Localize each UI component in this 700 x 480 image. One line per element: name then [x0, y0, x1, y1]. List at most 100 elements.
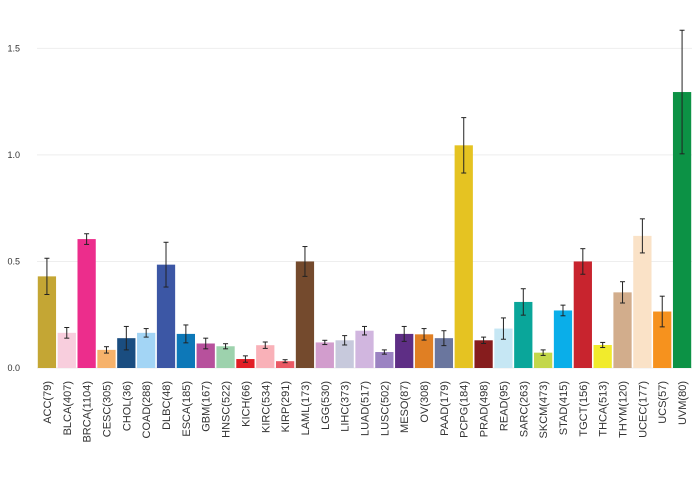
bar	[514, 301, 533, 368]
bar	[236, 359, 255, 368]
error-bar	[620, 281, 626, 304]
bars	[37, 92, 692, 369]
x-tick-label: CESC(305)	[101, 381, 113, 437]
error-bar	[362, 325, 367, 336]
error-bar	[123, 325, 129, 351]
x-tick-label: STAD(415)	[558, 381, 570, 435]
bar	[395, 333, 414, 368]
x-tick-label: KICH(66)	[240, 381, 252, 427]
x-tick-label: ESCA(185)	[181, 381, 193, 437]
x-tick-label: ACC(79)	[42, 381, 54, 424]
x-tick-label: PAAD(179)	[439, 381, 451, 436]
bar	[216, 346, 235, 368]
error-bar	[44, 257, 50, 295]
bar	[613, 292, 632, 368]
x-tick-label: READ(95)	[498, 381, 510, 431]
bar	[57, 332, 76, 368]
error-bar	[163, 241, 169, 288]
x-tick-label: TGCT(156)	[578, 381, 590, 437]
x-tick-label: BLCA(407)	[62, 381, 74, 435]
x-tick-label: BRCA(1104)	[82, 381, 94, 443]
bar	[474, 340, 493, 368]
bar	[176, 333, 195, 368]
error-bar	[481, 336, 487, 344]
bar	[573, 261, 592, 368]
bar	[633, 235, 652, 368]
error-bar	[679, 29, 685, 155]
bar	[137, 332, 156, 368]
bar	[117, 338, 136, 368]
error-bar	[580, 248, 586, 275]
bar	[335, 340, 354, 368]
x-tick-label: HNSC(522)	[221, 381, 233, 438]
x-tick-label: LUSC(502)	[379, 381, 391, 436]
error-bar	[381, 349, 387, 355]
gridlines	[37, 47, 692, 369]
bar	[77, 239, 96, 368]
bar	[295, 261, 315, 368]
x-tick-label: KIRC(534)	[260, 381, 272, 433]
error-bar	[103, 346, 109, 354]
x-tick-label: PRAD(498)	[479, 381, 491, 437]
bar	[672, 92, 692, 369]
error-bar	[203, 337, 209, 350]
x-tick-label: UCS(57)	[657, 381, 669, 424]
error-bar	[322, 339, 328, 346]
x-tick-label: THYM(120)	[618, 381, 630, 438]
x-tick-label: SARC(263)	[518, 381, 530, 437]
x-tick-label: GBM(167)	[201, 381, 213, 432]
error-bar	[302, 246, 308, 277]
bar	[553, 310, 573, 368]
y-tick-label: 1.0	[7, 150, 20, 160]
x-tick-label: LUAD(517)	[360, 381, 372, 436]
y-tick-label: 0.5	[7, 256, 20, 266]
x-tick-label: MESO(87)	[399, 381, 411, 433]
x-tick-label: UVM(80)	[677, 381, 689, 425]
x-tick-label: LAML(173)	[300, 381, 312, 435]
y-tick-label: 1.5	[7, 43, 20, 53]
x-tick-label: DLBC(48)	[161, 381, 173, 430]
x-tick-label: THCA(513)	[598, 381, 610, 437]
bar	[256, 345, 275, 368]
error-bar	[401, 325, 407, 342]
bar	[196, 343, 215, 368]
error-bar	[639, 218, 645, 254]
x-axis-tick-labels: ACC(79) BLCA(407) BRCA(1104) CESC(305) CHOL(…	[42, 381, 689, 443]
error-bar	[520, 288, 526, 316]
x-tick-label: SKCM(473)	[538, 381, 550, 438]
error-bar	[540, 349, 546, 356]
error-bar	[441, 330, 447, 347]
x-tick-label: CHOL(36)	[121, 381, 133, 431]
bar	[375, 352, 394, 368]
bar	[434, 338, 454, 368]
error-bar	[183, 324, 189, 344]
x-tick-label: COAD(288)	[141, 381, 153, 438]
error-bar	[223, 343, 229, 350]
error-bar	[262, 341, 268, 349]
error-bar	[143, 328, 149, 338]
error-bar	[84, 233, 90, 245]
bar	[414, 334, 434, 368]
bar	[534, 352, 553, 368]
error-bar	[500, 317, 506, 340]
bar	[156, 264, 176, 368]
bar	[97, 349, 116, 368]
bar	[37, 276, 57, 368]
error-bar	[560, 304, 566, 317]
error-bar	[242, 355, 248, 363]
x-tick-label: UCEC(177)	[637, 381, 649, 438]
error-bar	[64, 327, 70, 339]
bar	[275, 361, 295, 368]
x-tick-label: KIRP(291)	[280, 381, 292, 432]
x-tick-label: LIHC(373)	[340, 381, 352, 432]
bar	[653, 311, 672, 368]
y-tick-label: 0.0	[7, 363, 20, 373]
bar	[315, 342, 334, 368]
y-axis-tick-labels: 0.0 0.5 1.0 1.5	[7, 43, 20, 373]
error-bar	[342, 335, 348, 346]
bar	[593, 344, 612, 368]
x-tick-label: PCPG(184)	[459, 381, 471, 438]
bar	[355, 330, 374, 368]
x-tick-label: OV(308)	[419, 381, 431, 423]
